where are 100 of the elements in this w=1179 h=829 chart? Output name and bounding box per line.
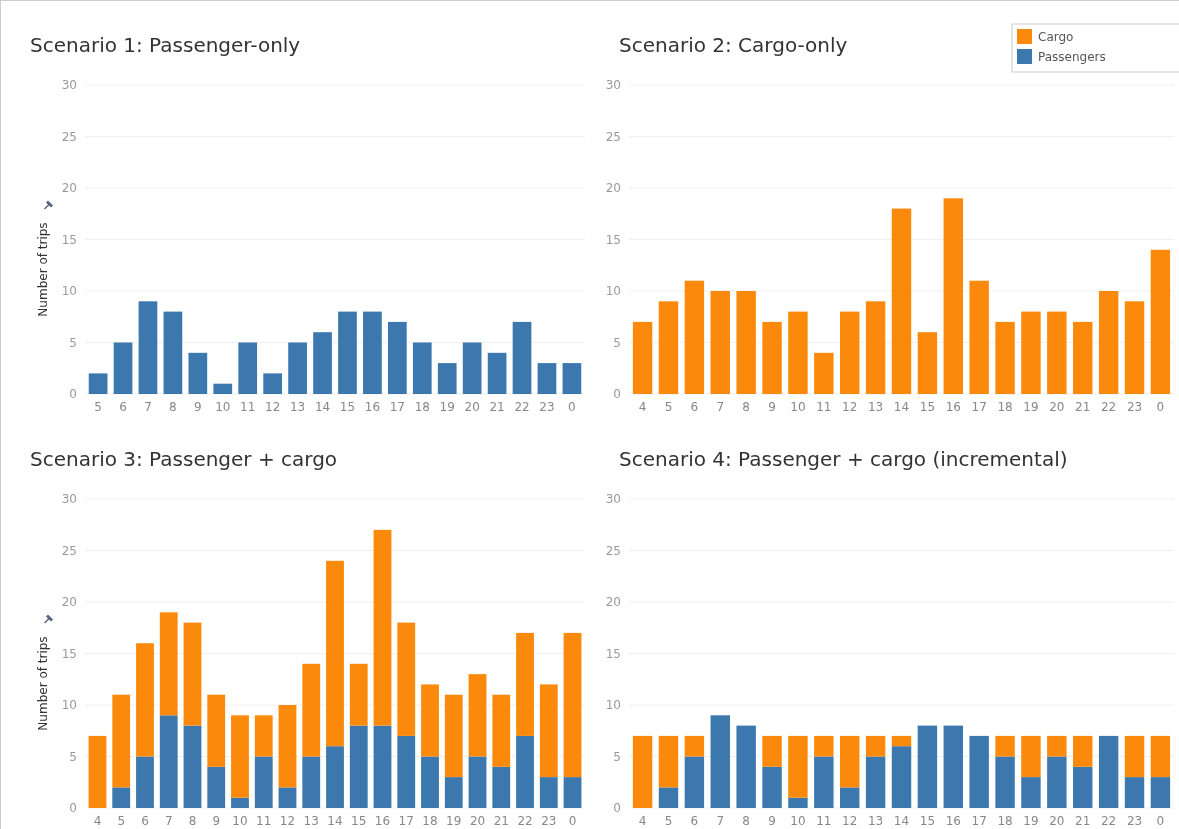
- x-tick-label: 12: [265, 400, 281, 414]
- x-tick-label: 8: [742, 814, 750, 828]
- bar: [231, 797, 249, 808]
- x-tick-label: 22: [1100, 814, 1117, 828]
- x-tick-label: 4: [93, 814, 102, 828]
- bar: [462, 342, 482, 394]
- bar: [231, 715, 249, 798]
- x-tick-label: 14: [327, 814, 343, 828]
- bar: [840, 311, 860, 394]
- x-tick-label: 20: [469, 814, 486, 828]
- y-tick-label: 25: [61, 129, 77, 144]
- bar: [1021, 311, 1041, 394]
- bar: [1150, 249, 1171, 394]
- x-tick-label: 22: [1100, 400, 1117, 414]
- x-tick-label: 0: [1156, 814, 1165, 828]
- bar: [537, 363, 557, 394]
- x-tick-label: 9: [194, 400, 202, 414]
- bar: [313, 332, 332, 394]
- y-tick-label: 20: [61, 595, 77, 610]
- bar: [512, 321, 532, 394]
- bar: [1073, 766, 1093, 808]
- x-tick-label: 15: [339, 400, 356, 414]
- bar: [658, 301, 679, 394]
- bar: [1073, 321, 1093, 394]
- bar: [684, 735, 705, 757]
- bar: [865, 756, 886, 808]
- bar: [539, 777, 558, 808]
- x-tick-label: 11: [240, 400, 256, 414]
- bar: [363, 311, 382, 394]
- chart-title: Scenario 1: Passenger-only: [30, 33, 301, 57]
- x-tick-label: 15: [919, 400, 936, 414]
- bar: [302, 756, 321, 808]
- bar: [1124, 777, 1145, 808]
- bar: [138, 301, 158, 394]
- x-tick-label: 10: [232, 814, 248, 828]
- bar: [183, 725, 202, 808]
- x-tick-label: 0: [568, 814, 577, 828]
- x-tick-label: 11: [256, 814, 272, 828]
- bar: [302, 663, 321, 757]
- x-tick-label: 14: [314, 400, 331, 414]
- bar: [263, 373, 283, 394]
- bar: [969, 280, 989, 394]
- x-tick-label: 19: [446, 814, 462, 828]
- bar: [943, 725, 963, 808]
- bar: [88, 373, 108, 394]
- bar: [421, 756, 439, 808]
- bar: [788, 735, 808, 798]
- x-tick-label: 21: [489, 400, 505, 414]
- bar: [814, 756, 834, 808]
- bar: [397, 622, 416, 736]
- y-tick-label: 30: [61, 78, 77, 93]
- x-tick-label: 20: [464, 400, 480, 414]
- y-tick-label: 25: [605, 543, 621, 558]
- bar: [995, 321, 1015, 394]
- x-tick-label: 7: [144, 400, 152, 414]
- bar: [1098, 291, 1119, 394]
- x-tick-label: 18: [997, 400, 1013, 414]
- bar: [397, 735, 416, 808]
- bar: [710, 715, 730, 808]
- x-tick-label: 20: [1049, 814, 1065, 828]
- y-tick-label: 15: [605, 646, 621, 661]
- x-tick-label: 18: [997, 814, 1013, 828]
- x-tick-label: 9: [212, 814, 221, 828]
- y-tick-label: 10: [61, 284, 77, 299]
- bar: [1021, 735, 1041, 778]
- x-tick-label: 14: [893, 400, 910, 414]
- bar: [113, 342, 133, 394]
- bar: [563, 632, 582, 778]
- bar: [1073, 735, 1093, 767]
- x-tick-label: 8: [169, 400, 177, 414]
- bar: [1124, 301, 1145, 394]
- bar: [238, 342, 258, 394]
- x-tick-label: 13: [867, 814, 884, 828]
- x-tick-label: 19: [1023, 400, 1039, 414]
- bar: [338, 311, 357, 394]
- x-tick-label: 21: [1075, 400, 1091, 414]
- bar: [516, 735, 534, 808]
- bar: [865, 301, 886, 394]
- y-tick-label: 10: [605, 698, 621, 713]
- bar: [891, 746, 912, 808]
- x-tick-label: 17: [971, 400, 987, 414]
- bar: [684, 280, 705, 394]
- x-tick-label: 8: [742, 400, 750, 414]
- x-tick-label: 13: [303, 814, 319, 828]
- bar: [736, 725, 756, 808]
- y-tick-label: 15: [61, 646, 77, 661]
- x-tick-label: 0: [1156, 400, 1165, 414]
- bar: [278, 705, 297, 788]
- x-tick-label: 10: [790, 400, 806, 414]
- x-tick-label: 12: [842, 814, 858, 828]
- x-tick-label: 11: [816, 814, 832, 828]
- bar: [562, 363, 582, 394]
- x-tick-label: 23: [1126, 814, 1143, 828]
- y-tick-label: 0: [613, 801, 621, 816]
- x-tick-label: 13: [289, 400, 306, 414]
- x-tick-label: 11: [816, 400, 832, 414]
- y-tick-label: 20: [61, 181, 77, 196]
- bar: [159, 612, 178, 716]
- bar: [88, 735, 107, 808]
- x-tick-label: 16: [364, 400, 381, 414]
